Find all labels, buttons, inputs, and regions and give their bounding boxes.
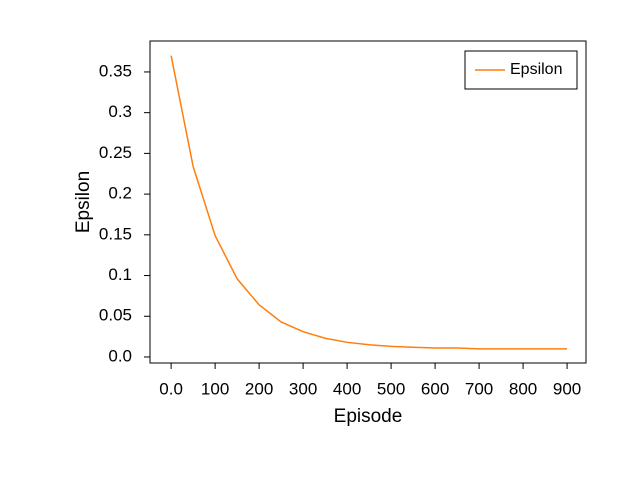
y-tick-label: 0.2 bbox=[108, 184, 132, 203]
y-tick-label: 0.15 bbox=[99, 224, 132, 243]
line bbox=[170, 55, 568, 350]
x-tick-label: 800 bbox=[509, 379, 537, 398]
x-tick-label: 700 bbox=[465, 379, 493, 398]
x-tick-label: 600 bbox=[421, 379, 449, 398]
y-tick-label: 0.25 bbox=[99, 143, 132, 162]
x-tick-label: 100 bbox=[201, 379, 229, 398]
plot-frame bbox=[149, 40, 587, 364]
y-tick-label: 0.05 bbox=[99, 306, 132, 325]
x-axis-label: Episode bbox=[334, 406, 403, 427]
y-tick-label: 0.1 bbox=[108, 265, 132, 284]
y-tick-label: 0.35 bbox=[99, 61, 132, 80]
x-tick-label: 300 bbox=[289, 379, 317, 398]
x-tick-label: 900 bbox=[553, 379, 581, 398]
x-tick-label: 200 bbox=[245, 379, 273, 398]
x-tick-label: 500 bbox=[377, 379, 405, 398]
y-tick-label: 0.0 bbox=[108, 346, 132, 365]
y-tick-label: 0.3 bbox=[108, 102, 132, 121]
y-axis-label: Epsilon bbox=[73, 171, 94, 233]
legend-label: Epsilon bbox=[510, 61, 562, 78]
x-tick-label: 0.0 bbox=[159, 379, 183, 398]
x-tick-label: 400 bbox=[333, 379, 361, 398]
